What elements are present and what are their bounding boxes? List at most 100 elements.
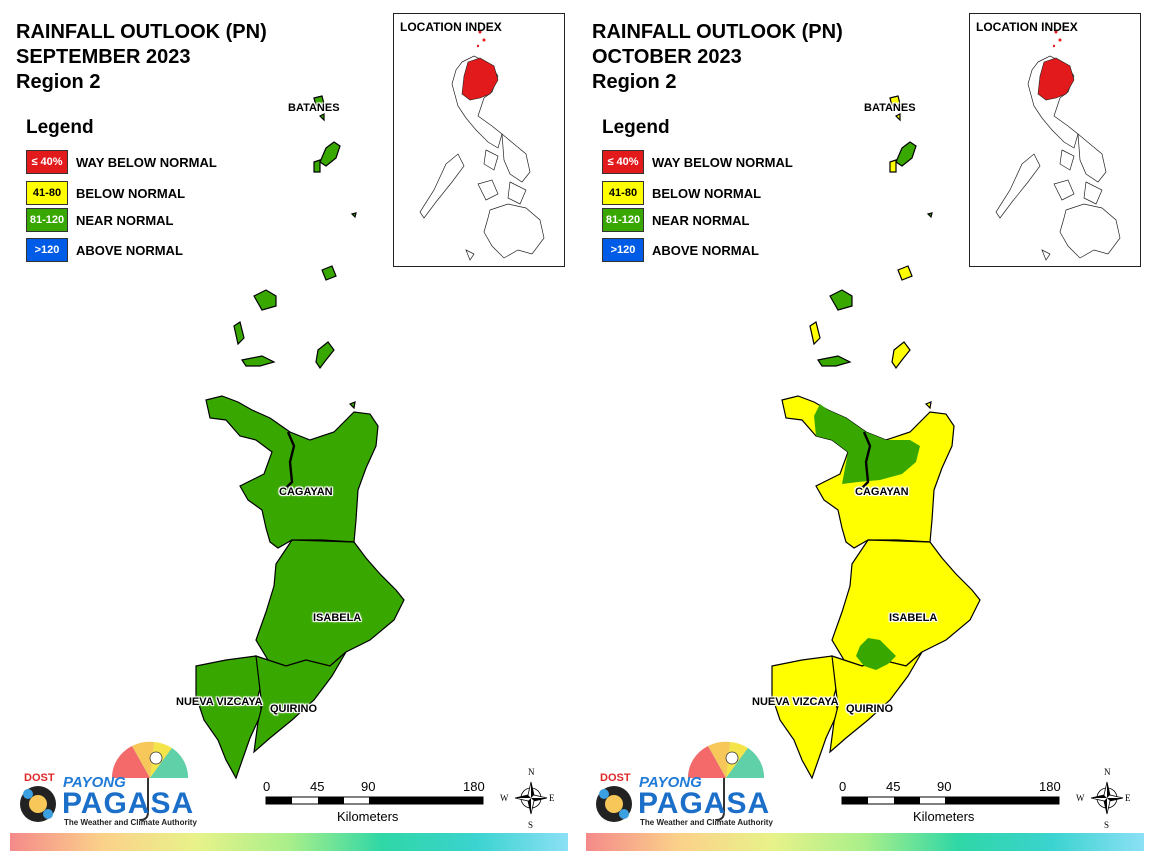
label-cagayan: CAGAYAN	[855, 486, 909, 498]
compass-rose-icon	[514, 781, 548, 815]
label-nueva-vizcaya: NUEVA VIZCAYA	[176, 696, 263, 708]
label-nueva-vizcaya: NUEVA VIZCAYA	[752, 696, 839, 708]
logo-pagasa: PAGASA	[638, 787, 771, 820]
legend-label: ABOVE NORMAL	[652, 243, 759, 258]
legend-item-above-normal: >120 ABOVE NORMAL	[602, 238, 822, 264]
inset-title: LOCATION INDEX	[976, 20, 1078, 34]
scale-tick: 45	[886, 779, 901, 794]
color-strip	[586, 833, 1144, 851]
island	[891, 341, 911, 370]
logo-tagline: The Weather and Climate Authority	[64, 818, 197, 827]
island	[315, 341, 335, 370]
inset-title: LOCATION INDEX	[400, 20, 502, 34]
logo-tagline: The Weather and Climate Authority	[640, 818, 773, 827]
logo-payong: PAYONG	[639, 774, 702, 791]
legend-swatch: >120	[26, 238, 68, 262]
region-2-map	[195, 95, 405, 780]
legend-label: WAY BELOW NORMAL	[76, 155, 217, 170]
legend-item-below-normal: 41-80 BELOW NORMAL	[26, 181, 246, 207]
logo-dost: DOST	[24, 772, 55, 784]
scale-unit: Kilometers	[913, 809, 975, 824]
compass-e: E	[1125, 793, 1131, 803]
scale-tick: 180	[463, 779, 485, 794]
legend-title: Legend	[26, 117, 94, 138]
legend-swatch: 41-80	[602, 181, 644, 205]
label-quirino: QUIRINO	[270, 703, 318, 715]
title-line-1: RAINFALL OUTLOOK (PN)	[16, 21, 267, 43]
island	[321, 265, 337, 281]
location-index-inset: LOCATION INDEX	[393, 13, 565, 267]
compass-e: E	[549, 793, 555, 803]
scale-tick: 180	[1039, 779, 1061, 794]
legend-item-near-normal: 81-120 NEAR NORMAL	[602, 208, 822, 234]
island	[926, 212, 933, 219]
batanes-island	[894, 113, 901, 122]
label-batanes: BATANES	[864, 102, 916, 114]
legend-label: BELOW NORMAL	[652, 186, 762, 201]
umbrella-icon	[596, 741, 765, 822]
label-quirino: QUIRINO	[846, 703, 894, 715]
scale-tick: 90	[937, 779, 952, 794]
legend-item-way-below-normal: ≤ 40% WAY BELOW NORMAL	[26, 150, 246, 176]
title-line-1: RAINFALL OUTLOOK (PN)	[592, 21, 843, 43]
label-isabela: ISABELA	[313, 612, 362, 624]
location-index-inset: LOCATION INDEX	[969, 13, 1141, 267]
color-strip	[10, 833, 568, 851]
pagasa-logo: DOST PAYONG PAGASA The Weather and Clima…	[14, 740, 197, 832]
legend-label: NEAR NORMAL	[76, 213, 174, 228]
scale-tick: 45	[310, 779, 325, 794]
legend-label: NEAR NORMAL	[652, 213, 750, 228]
legend-item-near-normal: 81-120 NEAR NORMAL	[26, 208, 246, 234]
legend-label: ABOVE NORMAL	[76, 243, 183, 258]
title-line-2: SEPTEMBER 2023	[16, 46, 191, 68]
batanes-island	[318, 113, 325, 122]
map-title: RAINFALL OUTLOOK (PN) SEPTEMBER 2023 Reg…	[16, 20, 267, 95]
title-line-3: Region 2	[16, 71, 101, 93]
legend-title: Legend	[602, 117, 670, 138]
compass-w: W	[500, 793, 509, 803]
legend-swatch: >120	[602, 238, 644, 262]
legend-label: BELOW NORMAL	[76, 186, 186, 201]
quirino-region	[253, 651, 347, 754]
logo-dost: DOST	[600, 772, 631, 784]
legend-item-below-normal: 41-80 BELOW NORMAL	[602, 181, 822, 207]
batanes-island	[313, 95, 325, 107]
philippines-index-map	[995, 30, 1121, 261]
island	[233, 321, 245, 346]
region-2-map	[771, 95, 981, 780]
outlook-panel-october: RAINFALL OUTLOOK (PN) OCTOBER 2023 Regio…	[576, 0, 1152, 864]
compass-rose-icon	[1090, 781, 1124, 815]
scale-bar	[265, 796, 484, 805]
island	[313, 159, 321, 173]
pagasa-logo: DOST PAYONG PAGASA The Weather and Clima…	[590, 740, 773, 832]
island	[829, 289, 853, 311]
island	[817, 355, 852, 367]
legend-item-way-below-normal: ≤ 40% WAY BELOW NORMAL	[602, 150, 822, 176]
label-isabela: ISABELA	[889, 612, 938, 624]
compass-n: N	[1104, 767, 1111, 777]
label-cagayan: CAGAYAN	[279, 486, 333, 498]
scale-unit: Kilometers	[337, 809, 399, 824]
batanes-island	[889, 95, 901, 107]
logo-pagasa: PAGASA	[62, 787, 195, 820]
legend-swatch: 81-120	[26, 208, 68, 232]
label-batanes: BATANES	[288, 102, 340, 114]
island	[350, 212, 357, 219]
island	[253, 289, 277, 311]
cagayan-near-normal-patch	[814, 404, 920, 484]
title-line-2: OCTOBER 2023	[592, 46, 742, 68]
island	[809, 321, 821, 346]
title-line-3: Region 2	[592, 71, 677, 93]
logo-payong: PAYONG	[63, 774, 126, 791]
outlook-panel-september: RAINFALL OUTLOOK (PN) SEPTEMBER 2023 Reg…	[10, 13, 568, 851]
compass-s: S	[1104, 820, 1110, 830]
philippines-index-map	[419, 30, 545, 261]
island	[924, 401, 932, 410]
scale-tick: 0	[839, 779, 847, 794]
legend-swatch: 41-80	[26, 181, 68, 205]
legend-swatch: 81-120	[602, 208, 644, 232]
map-title: RAINFALL OUTLOOK (PN) OCTOBER 2023 Regio…	[592, 20, 843, 95]
isabela-near-normal-patch	[856, 638, 896, 670]
legend-label: WAY BELOW NORMAL	[652, 155, 793, 170]
compass-n: N	[528, 767, 535, 777]
